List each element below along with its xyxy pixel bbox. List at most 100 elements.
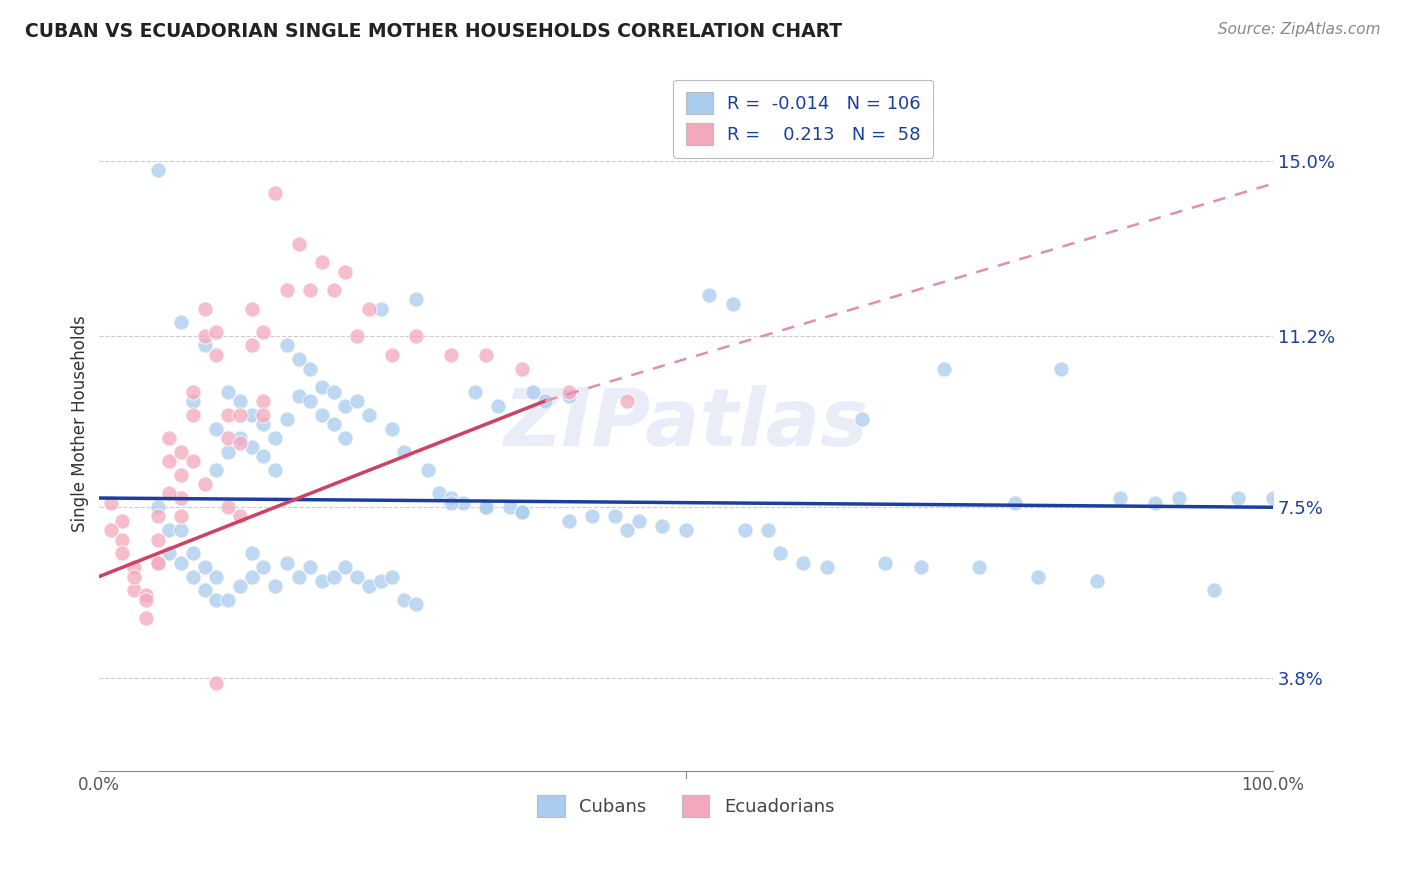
- Point: [240, 338, 263, 352]
- Point: [146, 509, 169, 524]
- Point: [252, 394, 274, 409]
- Point: [276, 338, 298, 352]
- Point: [217, 431, 239, 445]
- Point: [510, 505, 533, 519]
- Point: [429, 486, 451, 500]
- Point: [405, 597, 427, 611]
- Point: [616, 524, 638, 538]
- Point: [1004, 495, 1026, 509]
- Point: [910, 560, 932, 574]
- Point: [440, 348, 463, 362]
- Point: [170, 467, 193, 482]
- Point: [252, 417, 274, 431]
- Point: [557, 389, 579, 403]
- Point: [440, 491, 463, 505]
- Point: [217, 444, 239, 458]
- Point: [217, 592, 239, 607]
- Text: CUBAN VS ECUADORIAN SINGLE MOTHER HOUSEHOLDS CORRELATION CHART: CUBAN VS ECUADORIAN SINGLE MOTHER HOUSEH…: [25, 22, 842, 41]
- Point: [205, 676, 228, 690]
- Point: [734, 524, 756, 538]
- Point: [311, 380, 333, 394]
- Point: [217, 384, 239, 399]
- Point: [605, 509, 627, 524]
- Point: [252, 560, 274, 574]
- Point: [1261, 491, 1284, 505]
- Point: [370, 301, 392, 316]
- Point: [111, 546, 134, 560]
- Point: [1204, 583, 1226, 598]
- Point: [499, 500, 522, 515]
- Point: [381, 569, 404, 583]
- Point: [205, 463, 228, 477]
- Point: [170, 491, 193, 505]
- Point: [381, 348, 404, 362]
- Point: [181, 394, 204, 409]
- Point: [205, 592, 228, 607]
- Point: [335, 431, 357, 445]
- Point: [276, 283, 298, 297]
- Point: [932, 361, 955, 376]
- Point: [464, 384, 486, 399]
- Point: [769, 546, 792, 560]
- Point: [100, 495, 122, 509]
- Point: [194, 560, 217, 574]
- Point: [111, 533, 134, 547]
- Point: [299, 560, 322, 574]
- Point: [392, 592, 415, 607]
- Point: [264, 186, 287, 200]
- Point: [440, 495, 463, 509]
- Point: [181, 384, 204, 399]
- Point: [1026, 569, 1049, 583]
- Point: [381, 422, 404, 436]
- Point: [557, 384, 579, 399]
- Point: [276, 556, 298, 570]
- Point: [157, 431, 180, 445]
- Point: [405, 329, 427, 343]
- Point: [135, 592, 157, 607]
- Point: [335, 264, 357, 278]
- Point: [252, 450, 274, 464]
- Point: [100, 524, 122, 538]
- Point: [510, 361, 533, 376]
- Point: [522, 384, 544, 399]
- Point: [122, 569, 145, 583]
- Point: [181, 454, 204, 468]
- Point: [322, 569, 344, 583]
- Point: [217, 408, 239, 422]
- Point: [815, 560, 838, 574]
- Y-axis label: Single Mother Households: Single Mother Households: [72, 316, 89, 533]
- Point: [299, 361, 322, 376]
- Point: [194, 338, 217, 352]
- Point: [170, 315, 193, 329]
- Point: [240, 440, 263, 454]
- Point: [264, 431, 287, 445]
- Point: [627, 514, 650, 528]
- Point: [240, 569, 263, 583]
- Point: [170, 556, 193, 570]
- Point: [146, 556, 169, 570]
- Point: [157, 524, 180, 538]
- Point: [194, 583, 217, 598]
- Point: [581, 509, 603, 524]
- Point: [240, 301, 263, 316]
- Text: Source: ZipAtlas.com: Source: ZipAtlas.com: [1218, 22, 1381, 37]
- Point: [252, 408, 274, 422]
- Point: [157, 454, 180, 468]
- Point: [229, 394, 252, 409]
- Text: ZIPatlas: ZIPatlas: [503, 385, 869, 463]
- Point: [170, 524, 193, 538]
- Point: [229, 408, 252, 422]
- Point: [1167, 491, 1189, 505]
- Point: [675, 524, 697, 538]
- Point: [240, 546, 263, 560]
- Point: [875, 556, 897, 570]
- Point: [122, 560, 145, 574]
- Point: [170, 444, 193, 458]
- Point: [229, 435, 252, 450]
- Point: [122, 583, 145, 598]
- Point: [405, 293, 427, 307]
- Point: [287, 236, 309, 251]
- Point: [357, 301, 380, 316]
- Point: [475, 500, 498, 515]
- Point: [1050, 361, 1073, 376]
